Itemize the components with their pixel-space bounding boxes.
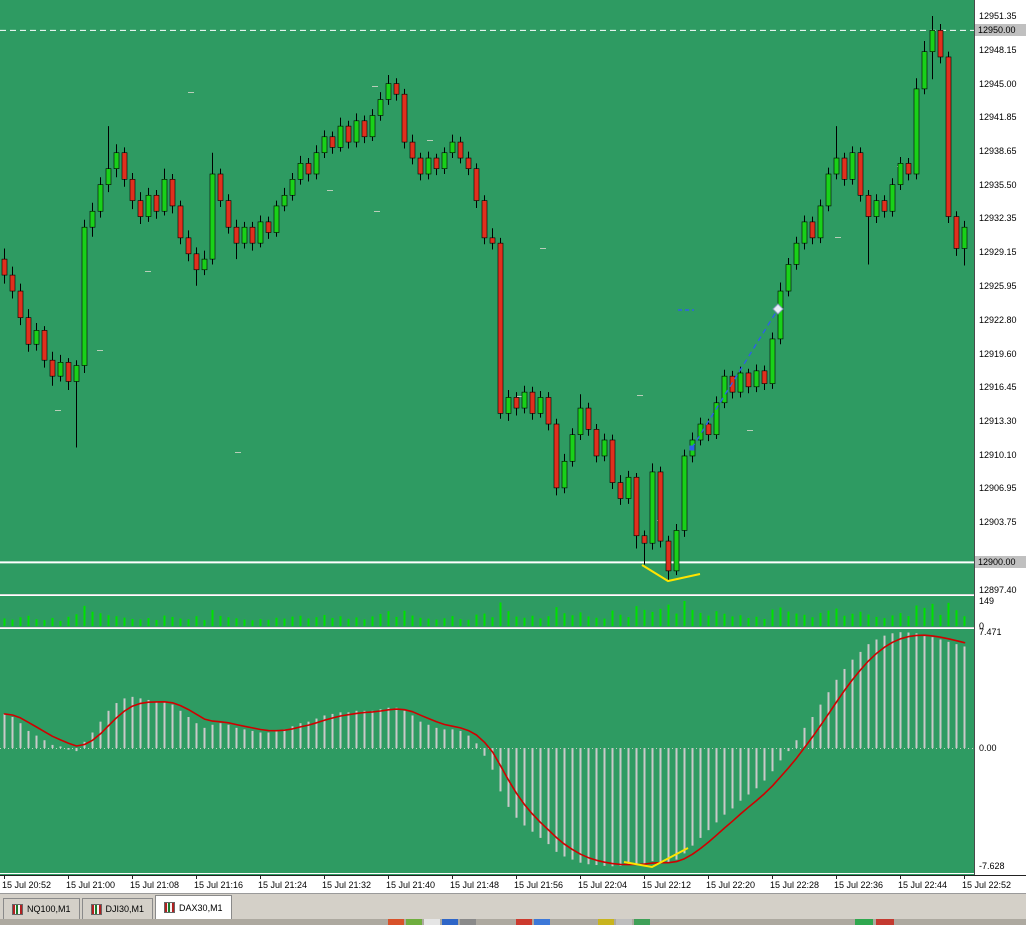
arrow-end-marker <box>772 303 784 315</box>
time-label: 15 Jul 22:04 <box>578 880 628 890</box>
time-tick <box>260 876 261 879</box>
price-tick: 12913.30 <box>979 416 1017 426</box>
candles-layer <box>1 16 968 581</box>
taskbar-sliver[interactable] <box>0 919 1026 925</box>
blue-dashed-arrow[interactable] <box>691 308 779 449</box>
time-label: 15 Jul 21:08 <box>130 880 180 890</box>
price-tick: 12941.85 <box>979 112 1017 122</box>
price-tick: 12906.95 <box>979 483 1017 493</box>
taskbar-icon-fragment <box>598 919 614 925</box>
volume-bars <box>3 601 966 626</box>
time-tick <box>196 876 197 879</box>
price-tick: 12938.65 <box>979 146 1017 156</box>
tab-label: NQ100,M1 <box>27 904 71 914</box>
macd-signal-line <box>3 634 966 866</box>
price-level-tag: 12950.00 <box>975 24 1026 36</box>
tab-dji30-m1[interactable]: DJI30,M1 <box>81 898 154 919</box>
volume-tick: 0 <box>979 621 985 631</box>
price-tick: 12910.10 <box>979 450 1017 460</box>
time-tick <box>68 876 69 879</box>
time-label: 15 Jul 21:48 <box>450 880 500 890</box>
taskbar-icon-fragment <box>406 919 422 925</box>
tab-label: DJI30,M1 <box>105 904 145 914</box>
price-tick: 12935.50 <box>979 180 1017 190</box>
time-tick <box>772 876 773 879</box>
price-tick: 12948.15 <box>979 45 1017 55</box>
macd-tick: 0.00 <box>979 743 997 753</box>
time-tick <box>516 876 517 879</box>
price-tick: 12925.95 <box>979 281 1017 291</box>
taskbar-icon-fragment <box>534 919 550 925</box>
taskbar-icon-fragment <box>855 919 873 925</box>
taskbar-icon-fragment <box>460 919 476 925</box>
tab-dax30-m1[interactable]: DAX30,M1 <box>155 895 232 919</box>
chart-tab-icon <box>90 903 102 915</box>
price-tick: 12916.45 <box>979 382 1017 392</box>
time-label: 15 Jul 21:16 <box>194 880 244 890</box>
chart-tab-icon <box>12 903 23 915</box>
time-tick <box>900 876 901 879</box>
time-tick <box>836 876 837 879</box>
time-label: 15 Jul 20:52 <box>2 880 52 890</box>
time-tick <box>4 876 5 879</box>
time-label: 15 Jul 21:32 <box>322 880 372 890</box>
volume-tick: 149 <box>979 596 995 606</box>
time-label: 15 Jul 22:52 <box>962 880 1012 890</box>
macd-tick: -7.628 <box>979 861 1005 871</box>
taskbar-icon-fragment <box>634 919 650 925</box>
taskbar-icon-fragment <box>616 919 632 925</box>
time-label: 15 Jul 22:28 <box>770 880 820 890</box>
macd-histogram <box>3 632 966 867</box>
time-axis[interactable]: 15 Jul 20:52 15 Jul 21:00 15 Jul 21:08 15 J… <box>0 875 1026 893</box>
price-tick: 12929.15 <box>979 247 1017 257</box>
time-tick <box>708 876 709 879</box>
time-label: 15 Jul 21:24 <box>258 880 308 890</box>
taskbar-icon-fragment <box>424 919 440 925</box>
macd-tick: 7.471 <box>979 627 1002 637</box>
price-tick: 12951.35 <box>979 11 1017 21</box>
time-tick <box>964 876 965 879</box>
time-tick <box>580 876 581 879</box>
taskbar-icon-fragment <box>876 919 894 925</box>
time-label: 15 Jul 21:40 <box>386 880 436 890</box>
taskbar-icon-fragment <box>516 919 532 925</box>
time-tick <box>644 876 645 879</box>
price-axis[interactable]: 12951.35 12948.15 12945.00 12941.85 12938.65… <box>974 0 1026 875</box>
arrow-start-marker <box>689 445 695 451</box>
yellow-trendline[interactable] <box>641 564 701 583</box>
chart-canvas[interactable] <box>0 0 974 875</box>
price-tick: 12922.80 <box>979 315 1017 325</box>
price-tick: 12919.60 <box>979 349 1017 359</box>
time-label: 15 Jul 21:00 <box>66 880 116 890</box>
taskbar-icon-fragment <box>388 919 404 925</box>
time-label: 15 Jul 22:12 <box>642 880 692 890</box>
time-label: 15 Jul 22:36 <box>834 880 884 890</box>
time-label: 15 Jul 22:20 <box>706 880 756 890</box>
taskbar-icon-fragment <box>442 919 458 925</box>
price-tick: 12903.75 <box>979 517 1017 527</box>
time-tick <box>132 876 133 879</box>
tab-label: DAX30,M1 <box>179 902 223 913</box>
price-tick: 12945.00 <box>979 79 1017 89</box>
time-tick <box>388 876 389 879</box>
tab-nq100-m1[interactable]: NQ100,M1 <box>3 898 80 919</box>
price-tick: 12897.40 <box>979 585 1017 595</box>
yellow-trendline[interactable] <box>623 847 689 869</box>
time-tick <box>324 876 325 879</box>
time-tick <box>452 876 453 879</box>
chart-tab-icon <box>164 902 176 913</box>
price-tick: 12932.35 <box>979 213 1017 223</box>
time-label: 15 Jul 22:44 <box>898 880 948 890</box>
chart-tab-bar: NQ100,M1 DJI30,M1 DAX30,M1 <box>0 893 1026 919</box>
time-label: 15 Jul 21:56 <box>514 880 564 890</box>
price-level-tag: 12900.00 <box>975 556 1026 568</box>
